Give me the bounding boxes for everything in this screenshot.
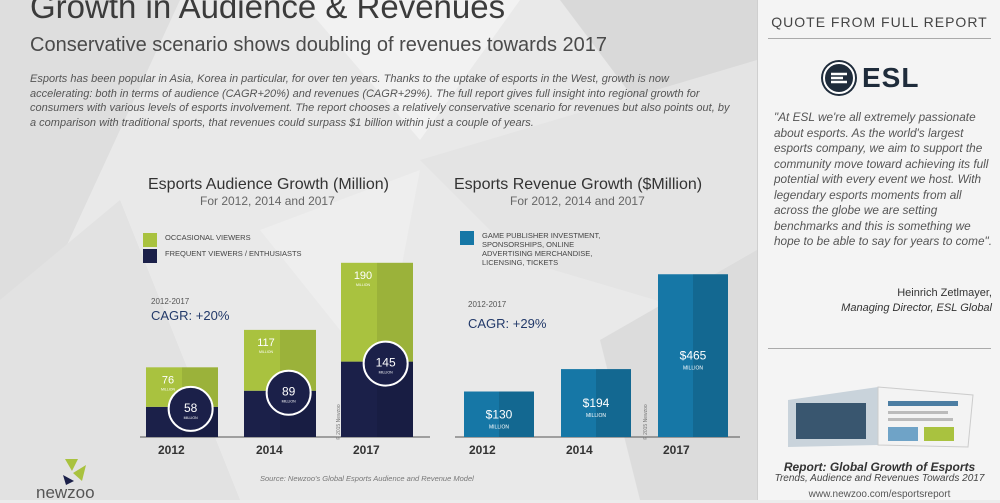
audience-unit-enthusiasts-2017: MILLION	[379, 371, 393, 375]
audience-chart-title: Esports Audience Growth (Million)	[148, 176, 389, 193]
report-url-link[interactable]: www.newzoo.com/esportsreport	[808, 489, 951, 500]
audience-year-2017: 2017	[353, 443, 380, 457]
esl-logo-text: ESL	[862, 62, 920, 93]
sidebar-divider-bottom	[768, 348, 991, 349]
audience-chart-subtitle: For 2012, 2014 and 2017	[200, 194, 335, 208]
esl-logo-icon	[821, 60, 857, 96]
audience-unit-occasional-2017: MILLION	[356, 283, 370, 287]
revenue-unit-2014: MILLION	[586, 413, 606, 419]
audience-cagr-period: 2012-2017	[151, 297, 190, 306]
audience-label-enthusiasts-2017: 145	[376, 356, 396, 370]
audience-label-enthusiasts-2014: 89	[282, 385, 296, 399]
revenue-unit-2017: MILLION	[683, 366, 703, 372]
audience-circle-2014	[265, 369, 312, 416]
audience-unit-occasional-2014: MILLION	[259, 350, 273, 354]
report-title: Report: Global Growth of Esports	[783, 460, 976, 474]
revenue-bar-2012	[464, 391, 534, 437]
revenue-bar-2017	[658, 274, 728, 437]
revenue-chart-title: Esports Revenue Growth ($Million)	[454, 176, 703, 193]
revenue-unit-2012: MILLION	[489, 424, 509, 430]
revenue-label-2012: $130	[486, 407, 513, 421]
legend-occasional: OCCASIONAL VIEWERS	[143, 233, 251, 247]
audience-unit-enthusiasts-2012: MILLION	[184, 416, 198, 420]
revenue-chart-subtitle: For 2012, 2014 and 2017	[510, 194, 645, 208]
audience-unit-enthusiasts-2014: MILLION	[282, 400, 296, 404]
page-title: Growth in Audience & Revenues	[30, 0, 506, 25]
report-subtitle: Trends, Audience and Revenues Towards 20…	[774, 473, 985, 484]
audience-label-occasional-2012: 76	[162, 374, 174, 386]
audience-year-2014: 2014	[256, 443, 283, 457]
legend-enthusiasts: FREQUENT VIEWERS / ENTHUSIASTS	[143, 249, 302, 263]
audience-label-occasional-2014: 117	[257, 337, 275, 349]
revenue-bar-shade-2012	[499, 391, 534, 437]
charts-canvas: 76MILLION58MILLION117MILLION89MILLION190…	[140, 262, 740, 438]
audience-cagr: CAGR: +20%	[151, 308, 230, 323]
revenue-year-2014: 2014	[566, 443, 593, 457]
legend-swatch-enthusiasts	[143, 249, 157, 263]
legend-label-revenue: GAME PUBLISHER INVESTMENT, SPONSORSHIPS,…	[482, 231, 601, 267]
source-note: Source: Newzoo's Global Esports Audience…	[260, 474, 474, 483]
newzoo-logo-text: newzoo	[36, 483, 95, 502]
sidebar-quote: "At ESL we're all extremely passionate a…	[774, 110, 992, 248]
quote-author-role: Managing Director, ESL Global	[841, 302, 992, 314]
quote-sidebar: QUOTE FROM FULL REPORT ESL "At ESL we're…	[757, 0, 1000, 500]
revenue-bar-2014	[561, 369, 631, 437]
page-subtitle: Conservative scenario shows doubling of …	[30, 34, 608, 56]
legend-revenue: GAME PUBLISHER INVESTMENT, SPONSORSHIPS,…	[460, 231, 620, 267]
audience-year-2012: 2012	[158, 443, 185, 457]
legend-swatch-revenue	[460, 231, 474, 245]
revenue-copyright: © 2015 Newzoo	[643, 404, 649, 440]
audience-label-occasional-2017: 190	[354, 270, 372, 282]
main-panel: Growth in Audience & Revenues Conservati…	[30, 0, 740, 502]
audience-unit-occasional-2012: MILLION	[161, 387, 175, 391]
sidebar-divider-top	[768, 38, 991, 39]
revenue-year-2012: 2012	[469, 443, 496, 457]
quote-author-name: Heinrich Zetlmayer,	[897, 287, 992, 299]
revenue-bar-shade-2017	[693, 274, 728, 437]
intro-paragraph: Esports has been popular in Asia, Korea …	[30, 73, 730, 129]
revenue-label-2014: $194	[583, 396, 610, 410]
revenue-bar-shade-2014	[596, 369, 631, 437]
audience-circle-2017	[362, 340, 409, 387]
legend-label-enthusiasts: FREQUENT VIEWERS / ENTHUSIASTS	[165, 249, 302, 258]
revenue-cagr: CAGR: +29%	[468, 316, 547, 331]
audience-label-enthusiasts-2012: 58	[184, 401, 198, 415]
audience-circle-2012	[167, 385, 214, 432]
newzoo-logo-icon	[63, 459, 86, 485]
legend-label-occasional: OCCASIONAL VIEWERS	[165, 233, 251, 242]
sidebar-heading: QUOTE FROM FULL REPORT	[771, 14, 988, 30]
revenue-label-2017: $465	[680, 349, 707, 363]
legend-swatch-occasional	[143, 233, 157, 247]
audience-copyright: © 2015 Newzoo	[336, 404, 342, 440]
revenue-year-2017: 2017	[663, 443, 690, 457]
revenue-cagr-period: 2012-2017	[468, 300, 507, 309]
report-cover-image	[788, 386, 974, 448]
